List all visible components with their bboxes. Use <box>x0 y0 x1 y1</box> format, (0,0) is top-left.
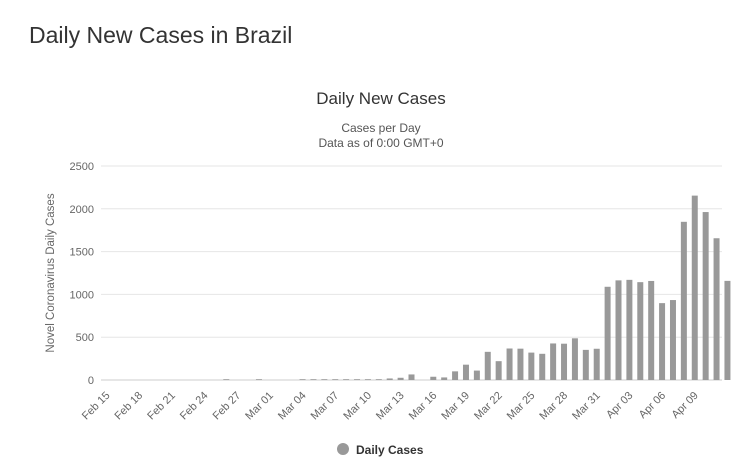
bar[interactable] <box>615 280 622 380</box>
bar[interactable] <box>354 379 361 380</box>
legend[interactable]: Daily Cases <box>337 443 424 457</box>
bar[interactable] <box>364 379 371 380</box>
bar[interactable] <box>528 352 535 380</box>
bar[interactable] <box>343 379 350 380</box>
x-tick-label: Mar 28 <box>537 390 570 423</box>
y-tick-label: 1500 <box>70 247 94 259</box>
bar[interactable] <box>702 212 709 380</box>
bar[interactable] <box>582 349 589 380</box>
bar[interactable] <box>517 348 524 380</box>
legend-marker[interactable] <box>337 443 349 455</box>
bar[interactable] <box>669 300 676 380</box>
bar[interactable] <box>332 379 339 380</box>
bar[interactable] <box>441 377 448 380</box>
x-tick-label: Apr 03 <box>604 390 635 421</box>
x-tick-label: Apr 06 <box>637 390 668 421</box>
chart-subtitle-line-1: Cases per Day <box>341 121 420 135</box>
bar[interactable] <box>255 379 262 380</box>
bar[interactable] <box>506 348 513 380</box>
bar[interactable] <box>495 361 502 380</box>
x-tick-label: Apr 09 <box>669 390 700 421</box>
x-tick-label: Mar 13 <box>374 390 407 423</box>
bar[interactable] <box>473 370 480 380</box>
bar[interactable] <box>539 353 546 380</box>
bar[interactable] <box>375 379 382 380</box>
bar[interactable] <box>550 343 557 380</box>
x-tick-label: Feb 21 <box>145 390 178 423</box>
bar[interactable] <box>310 379 317 380</box>
bar[interactable] <box>321 379 328 380</box>
chart-title: Daily New Cases <box>316 89 445 108</box>
x-tick-label: Mar 04 <box>276 390 309 423</box>
bar[interactable] <box>223 379 230 380</box>
bar[interactable] <box>484 351 491 380</box>
bar[interactable] <box>452 371 459 380</box>
x-tick-label: Feb 15 <box>80 390 113 423</box>
bar[interactable] <box>724 280 731 380</box>
bar[interactable] <box>680 221 687 380</box>
y-axis-label: Novel Coronavirus Daily Cases <box>45 193 57 352</box>
x-tick-label: Feb 18 <box>113 390 146 423</box>
x-tick-label: Mar 07 <box>309 390 342 423</box>
x-tick-label: Mar 16 <box>407 390 440 423</box>
bar[interactable] <box>462 364 469 380</box>
y-tick-label: 2500 <box>70 161 94 173</box>
bar[interactable] <box>408 374 415 380</box>
bar[interactable] <box>626 279 633 380</box>
bar[interactable] <box>637 282 644 380</box>
x-tick-label: Mar 19 <box>439 390 472 423</box>
bar[interactable] <box>691 195 698 380</box>
bar[interactable] <box>659 303 666 380</box>
x-tick-label: Feb 27 <box>211 390 244 423</box>
x-tick-label: Mar 22 <box>472 390 505 423</box>
y-tick-label: 2000 <box>70 204 94 216</box>
bar[interactable] <box>386 378 393 380</box>
bar[interactable] <box>397 377 404 380</box>
x-tick-label: Mar 01 <box>243 390 276 423</box>
bar[interactable] <box>648 280 655 380</box>
bar[interactable] <box>299 379 306 380</box>
x-tick-label: Mar 31 <box>570 390 603 423</box>
y-tick-label: 0 <box>88 375 94 387</box>
chart-subtitle-line-2: Data as of 0:00 GMT+0 <box>318 136 443 150</box>
x-tick-label: Feb 24 <box>178 390 211 423</box>
y-tick-label: 1000 <box>70 289 94 301</box>
bar[interactable] <box>561 343 568 380</box>
x-tick-label: Mar 25 <box>505 390 538 423</box>
bar[interactable] <box>604 286 611 380</box>
bar[interactable] <box>593 348 600 380</box>
bar[interactable] <box>571 338 578 380</box>
page-title: Daily New Cases in Brazil <box>29 22 293 48</box>
x-tick-label: Mar 10 <box>341 390 374 423</box>
y-tick-label: 500 <box>76 332 94 344</box>
bar[interactable] <box>430 376 437 380</box>
legend-label-daily-cases[interactable]: Daily Cases <box>356 443 424 457</box>
bar[interactable] <box>713 238 720 380</box>
